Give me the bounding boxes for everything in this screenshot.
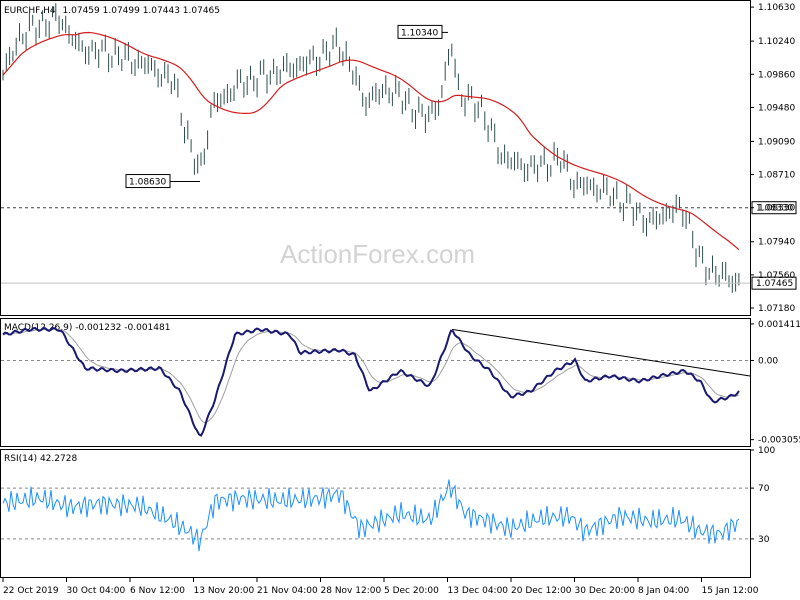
macd-tick-label: 0.001411 [758, 320, 800, 330]
price-tick-label: 1.08330 [758, 204, 795, 214]
price-tick-label: 1.09090 [758, 137, 795, 147]
symbol-label: EURCHF,H4 [4, 6, 56, 16]
ohlc-label: 1.07459 1.07499 1.07443 1.07465 [63, 6, 220, 16]
current-tag-box [751, 276, 797, 290]
x-tick-label: 13 Dec 04:00 [448, 586, 509, 596]
x-tick-label: 22 Oct 2019 [3, 586, 59, 596]
rsi-line [1, 479, 750, 552]
price-tick-label: 1.07560 [758, 271, 795, 281]
macd-lines [1, 326, 751, 437]
x-tick-label: 15 Jan 12:00 [702, 586, 759, 596]
rsi-tick-label: 30 [758, 535, 770, 545]
macd-main-line [2, 326, 740, 437]
current-price-tag: 1.07465 [751, 276, 797, 290]
annotation-label: 1.08630 [129, 178, 166, 188]
price-tick-label: 1.09860 [758, 70, 795, 80]
annotation-box [397, 24, 443, 39]
rsi-tick-label: 100 [758, 446, 775, 456]
watermark: ActionForex.com [280, 239, 475, 269]
moving-average-line [2, 31, 740, 251]
rsi-tick-label: 70 [758, 484, 770, 494]
macd-panel [0, 318, 751, 447]
x-tick-label: 5 Dec 20:00 [384, 586, 439, 596]
annotation-1.10340: 1.10340 [397, 24, 448, 39]
annotation-1.08630: 1.08630 [125, 174, 200, 189]
price-tick-label: 1.10240 [758, 37, 795, 47]
x-tick-label: 30 Oct 04:00 [67, 586, 126, 596]
price-tick-label: 1.10630 [758, 3, 795, 13]
price-tick-label: 1.09480 [758, 103, 795, 113]
macd-tick-label: 0.00 [758, 356, 778, 366]
x-tick-label: 30 Dec 20:00 [575, 586, 636, 596]
price-panel-label: EURCHF,H4 1.07459 1.07499 1.07443 1.0746… [4, 6, 220, 16]
current-tag-label: 1.07465 [756, 279, 793, 289]
rsi-series-line [2, 479, 740, 552]
price-tick-label: 1.07940 [758, 238, 795, 248]
annotation-label: 1.10340 [401, 28, 438, 38]
price-tick-label: 1.08710 [758, 171, 795, 181]
x-tick-label: 6 Nov 12:00 [130, 586, 185, 596]
price-bars: 1.08330 1.07465 1.10340 1.08630 [1, 3, 797, 293]
level-tag-label: 1.08330 [756, 204, 793, 214]
macd-trendline [451, 328, 751, 377]
macd-panel-label: MACD(12,26,9) -0.001232 -0.001481 [4, 323, 170, 333]
axes: 1.10630 1.10240 1.09860 1.09480 1.09090 1.087… [2, 3, 800, 596]
x-tick-label: 21 Nov 04:00 [257, 586, 318, 596]
x-tick-label: 28 Nov 12:00 [321, 586, 382, 596]
x-tick-label: 8 Jan 04:00 [638, 586, 690, 596]
x-tick-label: 20 Dec 12:00 [511, 586, 572, 596]
x-tick-label: 13 Nov 20:00 [194, 586, 255, 596]
macd-tick-label: -0.003055 [758, 436, 800, 446]
price-tick-label: 1.07180 [758, 304, 795, 314]
rsi-panel-label: RSI(14) 42.2728 [4, 454, 77, 464]
